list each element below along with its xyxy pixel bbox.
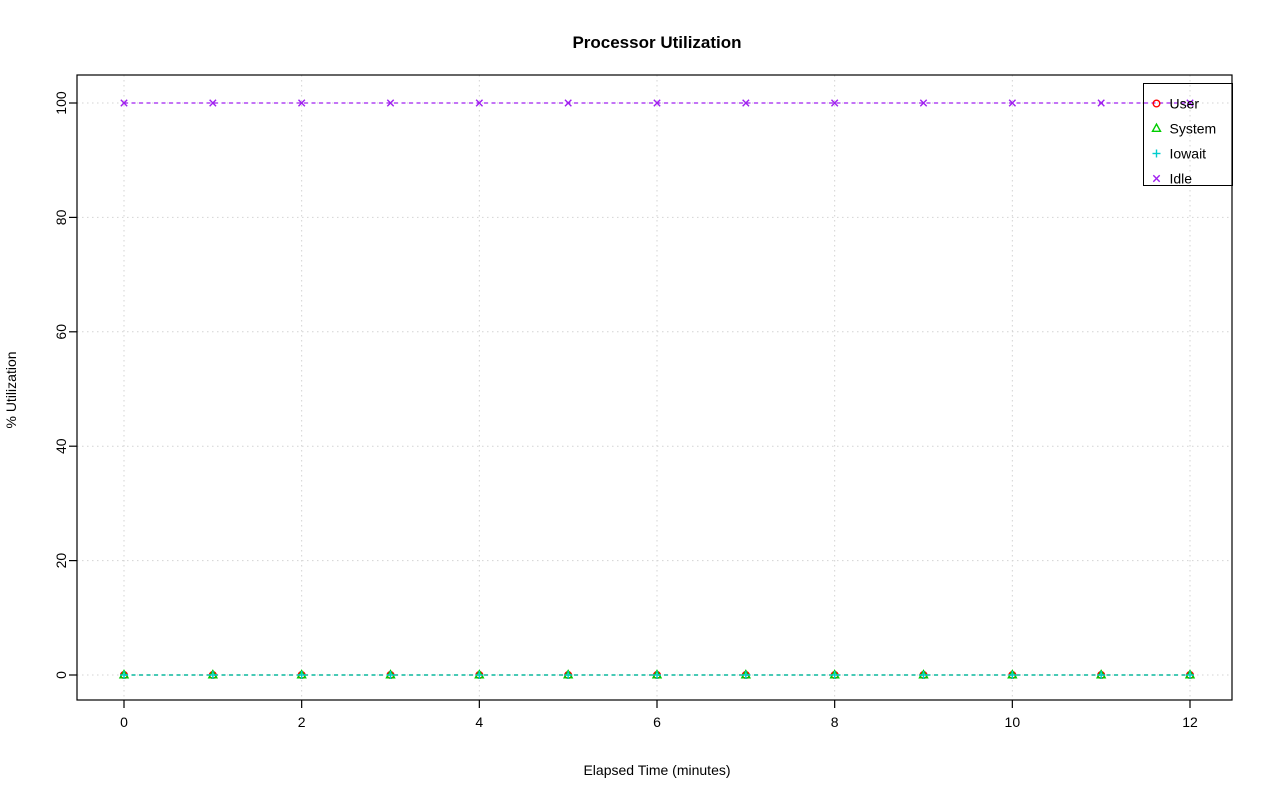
plot-frame <box>76 74 1233 701</box>
x-tick-label: 4 <box>475 714 483 730</box>
marker-plus <box>830 671 839 679</box>
x-tick-label: 2 <box>298 714 306 730</box>
marker-x <box>386 99 395 107</box>
marker-plus <box>297 671 306 679</box>
legend-label: System <box>1170 121 1217 137</box>
chart-generated: 0 2 4 6 8 10 12 0 20 40 60 80 100 User System Iowait Idl… <box>53 74 1233 730</box>
marker-x <box>742 99 750 107</box>
marker-x <box>1097 99 1105 107</box>
marker-x <box>653 99 661 107</box>
marker-plus <box>1152 149 1161 158</box>
marker-x <box>830 99 839 107</box>
x-tick-label: 10 <box>1005 714 1021 730</box>
y-tick-label: 40 <box>53 438 69 454</box>
marker-x <box>564 99 572 107</box>
marker-plus <box>564 671 573 679</box>
marker-triangle <box>1151 122 1162 132</box>
legend-label: Idle <box>1170 171 1193 187</box>
gridlines <box>77 75 1232 700</box>
marker-plus <box>1186 671 1194 679</box>
series-iowait <box>120 671 1194 679</box>
marker-plus <box>1008 671 1017 679</box>
marker-plus <box>208 671 217 679</box>
marker-x <box>1008 99 1017 107</box>
marker-plus <box>120 671 128 679</box>
marker-plus <box>741 671 750 679</box>
marker-plus <box>475 671 484 679</box>
marker-x <box>475 99 484 107</box>
x-tick-label: 8 <box>831 714 839 730</box>
legend-label: Iowait <box>1170 146 1207 162</box>
marker-plus <box>919 671 928 679</box>
marker-circle <box>1152 99 1161 108</box>
x-tick-label: 12 <box>1182 714 1198 730</box>
legend-label: User <box>1170 96 1200 112</box>
x-axis-label: Elapsed Time (minutes) <box>583 762 730 778</box>
marker-x <box>1152 174 1161 183</box>
legend: User System Iowait Idle <box>1143 83 1233 187</box>
marker-x <box>1186 99 1194 107</box>
marker-x <box>209 99 217 107</box>
x-tick-label: 6 <box>653 714 661 730</box>
legend-entry-user: User <box>1152 96 1200 112</box>
chart-title: Processor Utilization <box>572 33 741 52</box>
marker-x <box>297 99 306 107</box>
legend-entry-idle: Idle <box>1152 171 1193 187</box>
legend-entry-system: System <box>1151 121 1217 137</box>
series-idle <box>120 99 1194 107</box>
y-axis-label: % Utilization <box>3 351 19 428</box>
y-tick-label: 20 <box>53 553 69 569</box>
y-tick-label: 0 <box>53 671 69 679</box>
y-tick-label: 60 <box>53 324 69 340</box>
marker-plus <box>653 671 661 679</box>
legend-box <box>1143 83 1233 186</box>
marker-x <box>919 99 928 107</box>
marker-plus <box>1097 671 1106 679</box>
y-tick-label: 100 <box>53 91 69 115</box>
axes: 0 2 4 6 8 10 12 0 20 40 60 80 100 <box>53 91 1198 730</box>
marker-x <box>120 99 128 107</box>
legend-entry-iowait: Iowait <box>1152 146 1207 162</box>
marker-plus <box>386 671 395 679</box>
y-tick-label: 80 <box>53 209 69 225</box>
x-tick-label: 0 <box>120 714 128 730</box>
